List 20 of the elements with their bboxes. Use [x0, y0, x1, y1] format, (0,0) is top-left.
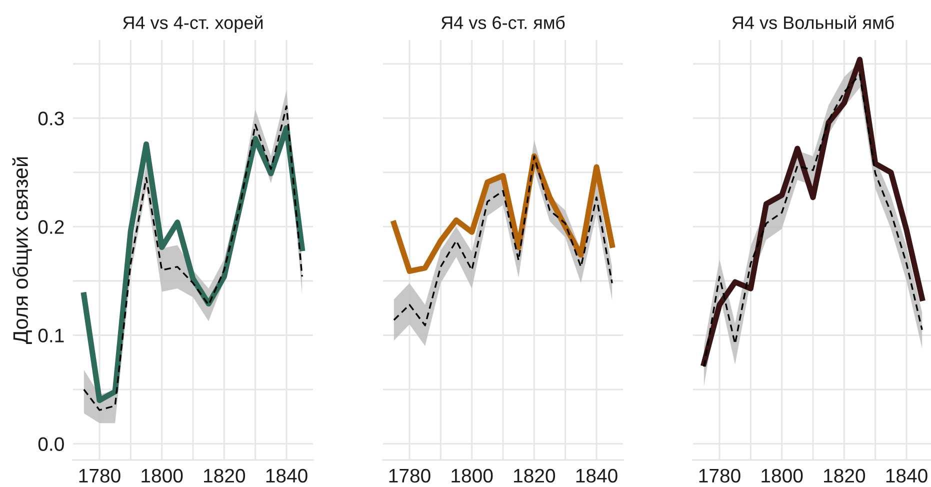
- x-tick-label: 1820: [514, 468, 556, 483]
- chart-title: Я4 vs 4-ст. хорей: [123, 15, 263, 33]
- x-tick-label: 1800: [142, 468, 183, 483]
- chart-title: Я4 vs 6-ст. ямб: [441, 16, 565, 30]
- x-tick-label: 1780: [699, 468, 740, 483]
- x-tick-label: 1840: [266, 468, 308, 483]
- x-tick-label: 1840: [886, 468, 928, 483]
- y-tick-label: 0.0: [38, 437, 64, 451]
- y-tick-label: 0.2: [38, 220, 64, 234]
- x-tick-label: 1820: [204, 468, 246, 483]
- x-tick-label: 1800: [452, 468, 493, 483]
- x-tick-label: 1840: [576, 468, 618, 483]
- y-tick-label: 0.3: [38, 112, 64, 126]
- y-axis-title: Доля общих связей: [12, 157, 32, 344]
- x-tick-label: 1800: [762, 468, 803, 483]
- y-tick-label: 0.1: [38, 328, 64, 342]
- x-tick-label: 1780: [79, 468, 120, 483]
- x-tick-label: 1780: [389, 468, 430, 483]
- x-tick-label: 1820: [824, 468, 866, 483]
- chart-title: Я4 vs Вольный ямб: [732, 15, 894, 30]
